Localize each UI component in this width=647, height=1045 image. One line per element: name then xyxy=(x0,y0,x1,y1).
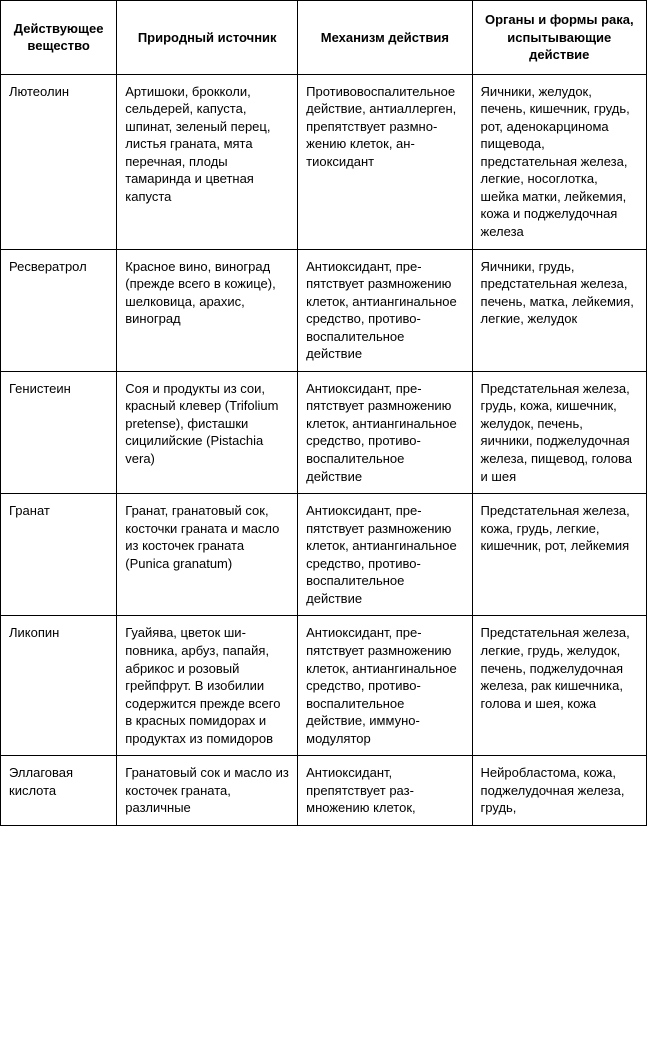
col-header-targets: Органы и формы рака, испытывающие действ… xyxy=(472,1,646,75)
cell-source: Артишоки, брокко­ли, сельдерей, ка­пуста… xyxy=(117,74,298,249)
cell-mechanism: Антиоксидант, пре­пятствует размно­жению… xyxy=(298,616,472,756)
col-header-substance: Действующее вещество xyxy=(1,1,117,75)
cell-targets: Яичники, желудок, печень, кишечник, груд… xyxy=(472,74,646,249)
cell-substance: Лютеолин xyxy=(1,74,117,249)
cell-targets: Яичники, грудь, предстательная железа, п… xyxy=(472,249,646,371)
cell-targets: Нейробластома, кожа, поджелудоч­ная желе… xyxy=(472,756,646,826)
cell-substance: Генистеин xyxy=(1,371,117,493)
col-header-mechanism: Механизм действия xyxy=(298,1,472,75)
cell-mechanism: Антиоксидант, пре­пятствует размно­жению… xyxy=(298,494,472,616)
col-header-source: Природный источник xyxy=(117,1,298,75)
substances-table: Действующее вещество Природный источник … xyxy=(0,0,647,826)
cell-targets: Предстательная железа, кожа, грудь, легк… xyxy=(472,494,646,616)
cell-substance: Эллаговая кислота xyxy=(1,756,117,826)
cell-targets: Предстательная же­леза, грудь, кожа, киш… xyxy=(472,371,646,493)
table-row: Ресвератрол Красное вино, ви­ноград (пре… xyxy=(1,249,647,371)
cell-targets: Предстательная железа, легкие, грудь, же… xyxy=(472,616,646,756)
table-header-row: Действующее вещество Природный источник … xyxy=(1,1,647,75)
table-row: Гранат Гранат, гранатовый сок, косточки … xyxy=(1,494,647,616)
cell-source: Гуайява, цветок ши­повника, арбуз, па­па… xyxy=(117,616,298,756)
cell-source: Соя и продукты из сои, красный кле­вер (… xyxy=(117,371,298,493)
table-row: Эллаговая кислота Гранатовый сок и масло… xyxy=(1,756,647,826)
cell-mechanism: Антиоксидант, пре­пятствует размно­жению… xyxy=(298,371,472,493)
table-row: Лютеолин Артишоки, брокко­ли, сельдерей,… xyxy=(1,74,647,249)
cell-source: Гранат, гранатовый сок, косточки гра­нат… xyxy=(117,494,298,616)
cell-source: Гранатовый сок и масло из косточек грана… xyxy=(117,756,298,826)
table-row: Генистеин Соя и продукты из сои, красный… xyxy=(1,371,647,493)
cell-source: Красное вино, ви­ноград (прежде всего в … xyxy=(117,249,298,371)
cell-mechanism: Антиоксидант, препятствует раз­множению … xyxy=(298,756,472,826)
cell-substance: Ликопин xyxy=(1,616,117,756)
table-row: Ликопин Гуайява, цветок ши­повника, арбу… xyxy=(1,616,647,756)
cell-substance: Гранат xyxy=(1,494,117,616)
cell-mechanism: Противовоспали­тельное действие, антиалл… xyxy=(298,74,472,249)
cell-mechanism: Антиоксидант, пре­пятствует размно­жению… xyxy=(298,249,472,371)
cell-substance: Ресвератрол xyxy=(1,249,117,371)
